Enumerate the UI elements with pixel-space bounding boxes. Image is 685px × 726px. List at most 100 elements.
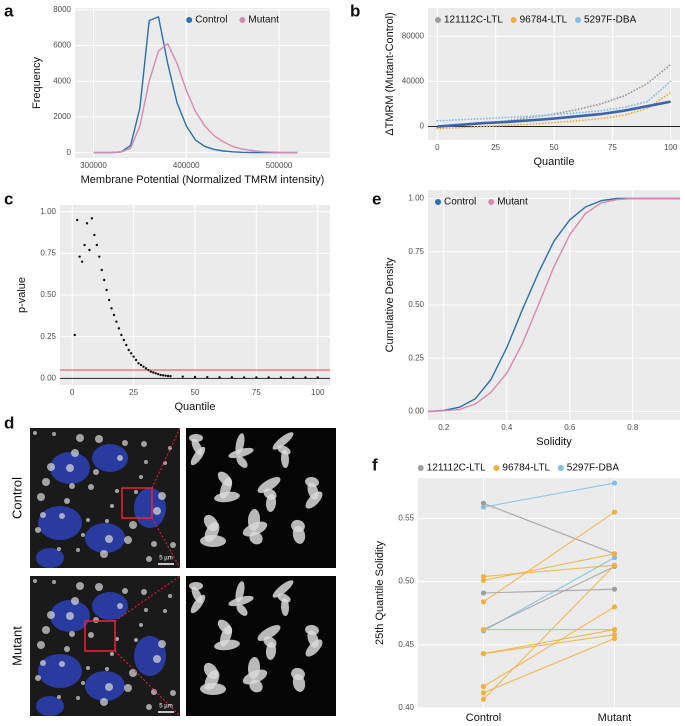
mitochondria: [153, 655, 161, 663]
pair-line: [483, 606, 615, 687]
mitochondria: [88, 484, 94, 490]
mitochondria: [40, 660, 46, 666]
y-tick-label: 6000: [53, 41, 71, 50]
pair-point: [611, 555, 618, 561]
mitochondria: [33, 579, 37, 583]
point: [73, 333, 76, 337]
panel-letter: c: [4, 189, 13, 208]
pair-line: [483, 482, 615, 508]
mitochondria: [42, 626, 50, 634]
pair-line: [483, 637, 615, 694]
point: [144, 367, 148, 370]
mitochondria: [105, 535, 113, 543]
pair-line: [483, 511, 615, 603]
point: [117, 327, 121, 330]
mitochondria: [144, 460, 148, 464]
legend-marker: [510, 17, 517, 23]
legend-label: Control: [444, 197, 476, 208]
mitochondria: [66, 464, 74, 472]
x-tick-label: 100: [664, 143, 678, 152]
mitochondria: [40, 512, 46, 518]
y-tick-label: 0.40: [398, 703, 414, 712]
series-line: [436, 80, 672, 122]
x-axis-label: Solidity: [536, 436, 572, 448]
y-tick-label: 0.55: [398, 514, 414, 523]
pair-point: [611, 480, 618, 486]
mitochondria: [144, 608, 148, 612]
point: [127, 348, 130, 352]
pair-point: [480, 573, 487, 580]
pair-line: [483, 553, 615, 581]
inset-guide: [151, 517, 181, 569]
y-tick-label: 0.75: [408, 247, 424, 256]
point: [107, 298, 111, 302]
panel-letter: e: [372, 189, 381, 208]
x-tick-label: 500000: [266, 161, 293, 170]
mitochondria: [200, 534, 226, 548]
mitochondria: [158, 640, 166, 648]
mitochondria: [57, 547, 61, 551]
point: [206, 375, 209, 379]
y-tick-label: 0.50: [408, 300, 424, 309]
point: [139, 363, 143, 367]
mitochondria: [93, 469, 99, 475]
mitochondria: [153, 507, 161, 515]
nucleus: [38, 654, 82, 688]
nucleus: [36, 696, 64, 716]
series-line: [436, 91, 672, 130]
x-tick-label: 300000: [80, 161, 107, 170]
mitochondria: [124, 684, 132, 692]
pair-point: [480, 500, 487, 506]
mitochondria: [151, 689, 157, 695]
mitochondria: [59, 661, 65, 667]
y-tick-label: 8000: [53, 5, 71, 14]
point: [105, 288, 108, 292]
mitochondria: [265, 642, 277, 660]
mitochondria: [37, 641, 45, 649]
point: [75, 218, 79, 222]
pair-point: [611, 562, 618, 568]
series-line: [93, 43, 298, 154]
panel-letter: a: [4, 1, 14, 20]
legend-label: Mutant: [497, 197, 528, 208]
legend-label: 96784-LTL: [502, 463, 550, 474]
point: [230, 376, 234, 379]
point: [304, 376, 307, 379]
inset-guide: [114, 575, 181, 622]
legend-marker: [575, 17, 581, 23]
x-tick-label: 0.4: [501, 423, 513, 432]
mitochondria: [76, 696, 80, 700]
mitochondria: [95, 583, 103, 591]
point: [134, 358, 138, 362]
x-tick-label: 0.6: [564, 423, 576, 432]
mitochondria: [146, 556, 152, 562]
point: [102, 278, 106, 282]
mitochondria: [139, 475, 143, 479]
plot-background: [75, 8, 330, 158]
scale-bar-label: 5 µm: [159, 556, 172, 562]
mitochondria: [249, 531, 263, 545]
legend-label: 121112C-LTL: [444, 15, 503, 26]
x-tick-label: 25: [491, 143, 500, 152]
mitochondria: [139, 623, 143, 627]
point: [152, 371, 155, 374]
mitochondria: [117, 603, 123, 609]
mitochondria: [105, 519, 109, 523]
mitochondria: [59, 513, 65, 519]
x-axis-label: Quantile: [175, 401, 216, 413]
x-tick-label: 50: [550, 143, 559, 152]
pair-line: [483, 564, 615, 578]
nucleus: [85, 671, 125, 701]
point: [291, 376, 295, 379]
mitochondria: [134, 638, 138, 642]
mitochondria: [105, 683, 113, 691]
point: [193, 375, 197, 379]
point: [279, 376, 283, 379]
mitochondria: [257, 477, 281, 493]
point: [83, 243, 86, 247]
y-tick-label: 0.25: [40, 332, 56, 341]
mitochondria: [292, 674, 306, 692]
mitochondria: [168, 594, 172, 598]
point: [169, 374, 172, 378]
